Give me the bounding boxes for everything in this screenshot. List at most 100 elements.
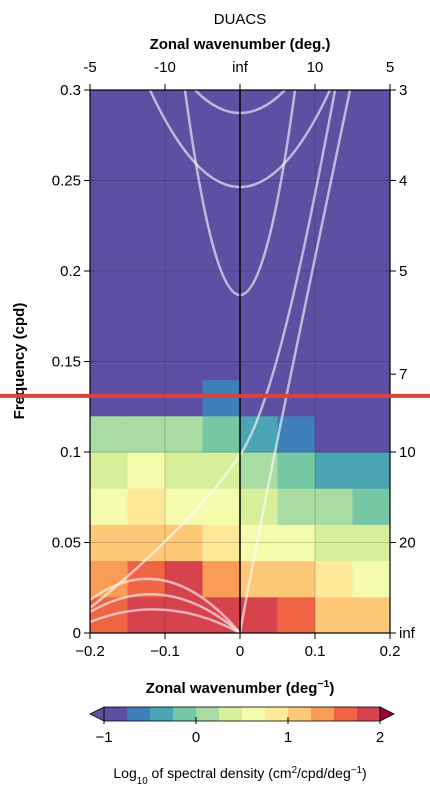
y-tick-label: 0.05 [52,535,81,552]
colorbar-tick-label: −1 [95,729,112,746]
x-tick-label: 0.1 [305,643,326,660]
colorbar-segment [127,707,151,721]
heatmap-cell [352,596,391,634]
colorbar-segment [334,707,358,721]
label-part: Zonal wavenumber (deg [146,680,318,697]
heatmap-cell [315,90,353,381]
colorbar-segment [265,707,289,721]
y-axis-label: Frequency (cpd) [11,303,28,420]
y2-tick-label: 10 [399,444,416,461]
heatmap-cell [127,452,166,489]
x2-tick-label: inf [232,59,249,76]
x-tick-label: −0.2 [75,643,105,660]
y2-tick-label: 7 [399,366,407,383]
heatmap-cell [90,524,128,562]
heatmap-cell [352,524,391,562]
heatmap-cell [315,488,353,525]
x2-tick-label: -10 [154,59,176,76]
x2-tick-label: 5 [386,59,394,76]
label-part: 2 [292,765,297,776]
colorbar-segment [150,707,174,721]
x-axis-label: Zonal wavenumber (deg−1) [146,678,335,697]
heatmap-cell [240,488,278,525]
heatmap-cell [315,524,353,562]
colorbar-label: Log10 of spectral density (cm2/cpd/deg−1… [113,765,366,787]
label-part: of spectral density (cm [148,765,292,781]
y-tick-label: 0.15 [52,354,81,371]
label-part: /cpd/deg [297,765,351,781]
heatmap-cell [165,379,203,417]
heatmap-cell [277,415,316,453]
y-tick-label: 0.3 [60,82,81,99]
heatmap-cell [352,90,391,381]
label-part: ) [329,680,334,697]
heatmap-cell [127,524,166,562]
heatmap-cell [202,560,241,598]
heatmap-cell [165,415,203,453]
label-part: ) [362,765,367,781]
x-tick-label: −0.1 [150,643,180,660]
heatmap-cell [127,90,166,381]
x-tick-label: 0 [236,643,244,660]
colorbar-segment [242,707,266,721]
heatmap-cell [127,488,166,525]
heatmap-cell [165,488,203,525]
colorbar-tick-label: 0 [192,729,200,746]
heatmap-cell [277,524,316,562]
heatmap-cell [277,452,316,489]
heatmap-cell [315,415,353,453]
chart-title: DUACS [214,11,267,28]
curve [89,608,241,635]
colorbar-over [379,706,395,722]
y2-tick-label: 5 [399,263,407,280]
y2-tick-label: inf [399,625,416,642]
heatmap-cell [90,488,128,525]
y-tick-label: 0.1 [60,444,81,461]
y2-tick-label: 20 [399,535,416,552]
colorbar-tick-label: 2 [376,729,384,746]
label-part: −1 [351,765,362,776]
colorbar-segment [357,707,381,721]
heatmap-cell [315,560,353,598]
y-tick-label: 0.25 [52,173,81,190]
curve [89,577,241,634]
heatmap-cell [352,488,391,525]
curve [238,89,352,634]
y2-tick-label: 3 [399,82,407,99]
heatmap-cell [127,379,166,417]
heatmap-cell [240,560,278,598]
heatmap-cell [202,90,241,381]
colorbar-segment [288,707,312,721]
heatmap-cell [90,415,128,453]
heatmap-cell [165,90,203,381]
heatmap-cell [127,415,166,453]
heatmap-cell [90,90,128,381]
heatmap-cell [127,596,166,634]
label-part: Log [113,765,136,781]
curve [89,593,241,634]
x-tick-label: 0.2 [380,643,401,660]
heatmap-cell [277,488,316,525]
heatmap-cell [315,452,353,489]
label-part: 10 [137,776,148,787]
heatmap-cell [90,452,128,489]
heatmap-cell [352,379,391,417]
heatmap [90,90,391,634]
colorbar-segment [104,707,128,721]
y2-tick-label: 4 [399,173,407,190]
heatmap-cell [352,452,391,489]
heatmap-cell [277,596,316,634]
colorbar-frame [103,706,381,722]
x2-tick-label: 10 [307,59,324,76]
heatmap-cell [240,90,278,381]
colorbar-segment [173,707,197,721]
heatmap-cell [352,415,391,453]
label-part: −1 [317,678,329,690]
heatmap-cell [202,415,241,453]
y-tick-label: 0 [73,625,81,642]
heatmap-cell [165,560,203,598]
colorbar-segment [219,707,243,721]
heatmap-cell [352,560,391,598]
x2-axis-label: Zonal wavenumber (deg.) [150,36,331,53]
